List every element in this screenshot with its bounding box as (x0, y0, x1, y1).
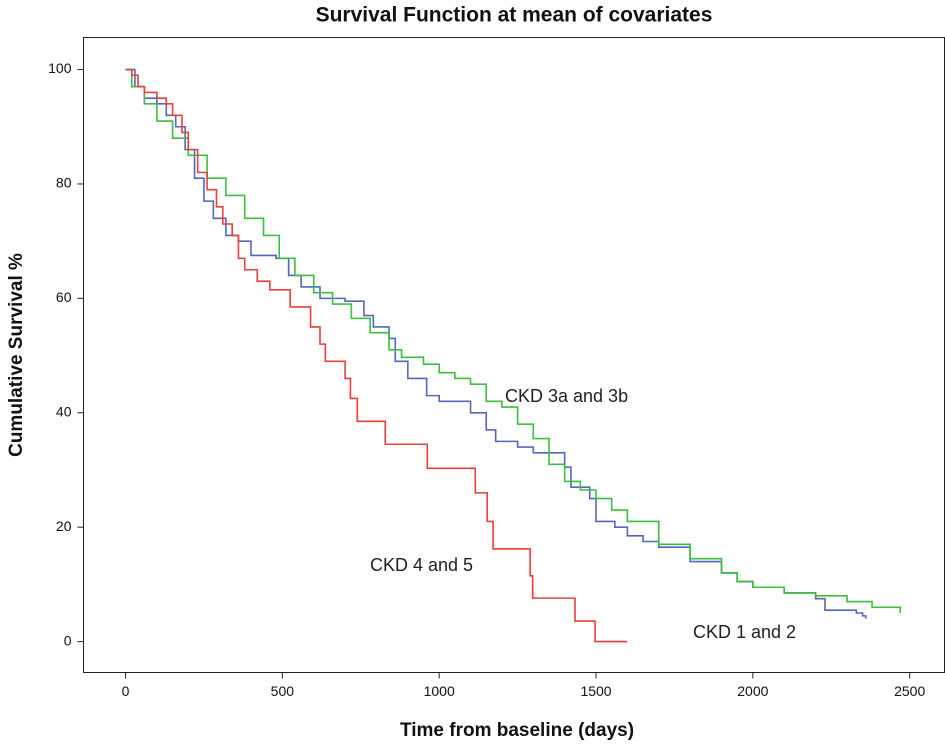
y-tick-label: 40 (56, 403, 72, 419)
series-label: CKD 4 and 5 (370, 555, 473, 575)
y-axis-title: Cumulative Survival % (6, 253, 27, 457)
y-tick-label: 80 (56, 175, 72, 191)
x-tick-label: 1000 (424, 683, 455, 699)
y-tick-label: 60 (56, 289, 72, 305)
x-tick-label: 0 (122, 683, 130, 699)
series-label: CKD 3a and 3b (505, 386, 628, 406)
x-tick-label: 500 (271, 683, 295, 699)
y-tick-label: 0 (64, 632, 72, 648)
survival-line (125, 68, 902, 614)
x-axis-title: Time from baseline (days) (400, 720, 634, 741)
series-label: CKD 1 and 2 (693, 622, 796, 642)
y-tick-label: 20 (56, 518, 72, 534)
y-tick-label: 100 (48, 60, 72, 76)
plot-frame (83, 37, 945, 673)
survival-line (125, 68, 867, 619)
x-tick-label: 1500 (580, 683, 611, 699)
survival-line (125, 68, 628, 643)
x-tick-label: 2500 (894, 683, 925, 699)
chart-title: Survival Function at mean of covariates (316, 4, 713, 27)
x-tick-label: 2000 (737, 683, 768, 699)
